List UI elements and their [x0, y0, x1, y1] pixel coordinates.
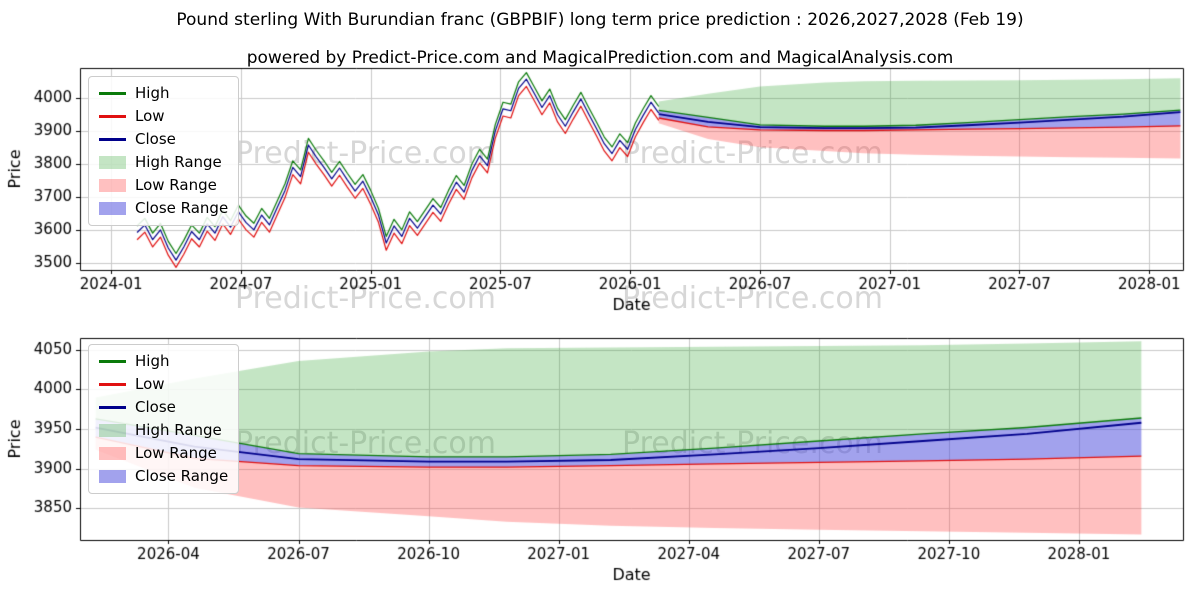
- high-line-swatch: [99, 92, 126, 95]
- legend-item-close: Close: [99, 128, 228, 151]
- legend-item-high-range: High Range: [99, 419, 228, 442]
- legend-bottom-chart: High Low Close High Range Low Range Clos…: [88, 344, 240, 494]
- legend-item-high-range: High Range: [99, 151, 228, 174]
- legend-item-low: Low: [99, 373, 228, 396]
- low-line-swatch: [99, 115, 126, 118]
- legend-item-high: High: [99, 82, 228, 105]
- legend-label: Low Range: [135, 444, 217, 462]
- low-line-swatch: [99, 383, 126, 386]
- legend-label: High: [135, 84, 170, 102]
- low-range-swatch: [99, 447, 126, 460]
- legend-label: High: [135, 352, 170, 370]
- close-line-swatch: [99, 138, 126, 141]
- legend-label: Close: [135, 130, 176, 148]
- legend-item-low-range: Low Range: [99, 174, 228, 197]
- legend-top-chart: High Low Close High Range Low Range Clos…: [88, 76, 240, 226]
- close-range-swatch: [99, 202, 126, 215]
- legend-item-high: High: [99, 350, 228, 373]
- legend-label: Low: [135, 107, 165, 125]
- legend-label: Low Range: [135, 176, 217, 194]
- legend-item-close: Close: [99, 396, 228, 419]
- low-range-swatch: [99, 179, 126, 192]
- legend-item-low-range: Low Range: [99, 442, 228, 465]
- legend-item-close-range: Close Range: [99, 465, 228, 488]
- close-range-swatch: [99, 470, 126, 483]
- legend-label: High Range: [135, 421, 222, 439]
- legend-label: Close: [135, 398, 176, 416]
- legend-label: Low: [135, 375, 165, 393]
- close-line-swatch: [99, 406, 126, 409]
- legend-item-low: Low: [99, 105, 228, 128]
- high-line-swatch: [99, 360, 126, 363]
- legend-item-close-range: Close Range: [99, 197, 228, 220]
- high-range-swatch: [99, 424, 126, 437]
- chart-title: Pound sterling With Burundian franc (GBP…: [176, 10, 1024, 30]
- legend-label: Close Range: [135, 199, 229, 217]
- legend-label: Close Range: [135, 467, 229, 485]
- high-range-swatch: [99, 156, 126, 169]
- legend-label: High Range: [135, 153, 222, 171]
